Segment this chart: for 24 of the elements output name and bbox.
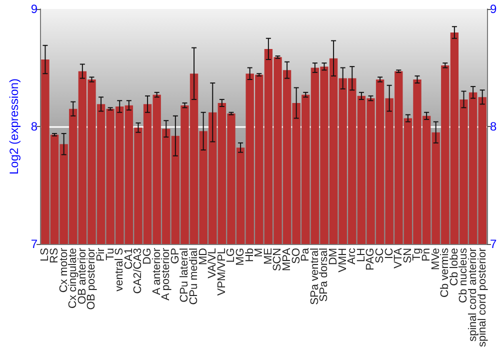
x-tick-label: Cb nucleus xyxy=(458,247,470,303)
x-tick-label: Hb xyxy=(244,248,256,262)
x-tick-label: Pa xyxy=(300,247,312,262)
x-tick-label: Arc xyxy=(346,247,358,264)
y-axis-title: Log2 (expression) xyxy=(7,78,21,175)
x-tick-label: SCN xyxy=(272,248,284,272)
y2-tick-label: 9 xyxy=(490,2,497,16)
y2-tick-label: 7 xyxy=(490,236,497,251)
x-tick-label: OB anterior xyxy=(76,248,88,304)
x-tick-label: RS xyxy=(48,248,61,264)
x-tick-label: CPu medial xyxy=(188,248,200,305)
x-tick-label: Pir xyxy=(95,248,108,262)
x-tick-label: SO xyxy=(290,248,302,264)
x-tick-label: IC xyxy=(383,248,396,259)
x-tick-label: Tg xyxy=(411,248,424,261)
x-tick-label: M xyxy=(253,248,266,258)
y2-tick-label: 8 xyxy=(490,119,497,134)
y-tick-label: 8 xyxy=(30,119,38,134)
x-tick-label: SN xyxy=(402,248,414,264)
x-tick-label: Cb lobe xyxy=(448,248,460,286)
y-tick-label: 7 xyxy=(30,236,38,251)
x-tick-label: SPa dorsal xyxy=(318,248,330,302)
y-tick-label: 9 xyxy=(30,2,38,16)
x-tick-label: OB posterior xyxy=(86,248,98,310)
